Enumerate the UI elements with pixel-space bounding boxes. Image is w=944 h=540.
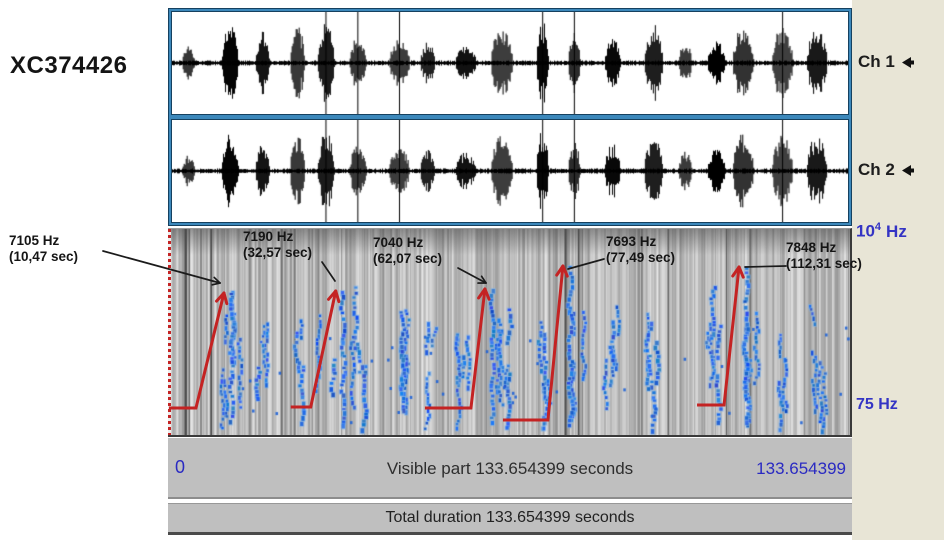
speaker-icon[interactable] <box>901 164 915 177</box>
waveform-ch1-canvas[interactable] <box>172 12 848 114</box>
channel-1-label: Ch 1 <box>858 52 915 72</box>
total-duration-bar: Total duration 133.654399 seconds <box>168 503 852 535</box>
annotation-time: (112,31 sec) <box>786 256 862 271</box>
right-gutter <box>852 0 944 540</box>
annotation-freq: 7040 Hz <box>373 235 424 250</box>
visible-part-scrollbar[interactable]: 0 Visible part 133.654399 seconds 133.65… <box>168 438 852 499</box>
waveform-panel[interactable] <box>168 8 852 226</box>
annotation-label-5: 7848 Hz (112,31 sec) <box>786 240 862 272</box>
annotation-time: (10,47 sec) <box>9 249 79 264</box>
annotation-freq: 7105 Hz <box>9 233 60 248</box>
freq-axis-min-label: 75 Hz <box>856 396 898 413</box>
speaker-icon[interactable] <box>901 56 915 69</box>
visible-end-value: 133.654399 <box>756 459 846 478</box>
channel-1-name: Ch 1 <box>858 52 895 71</box>
annotation-freq: 7693 Hz <box>606 234 657 249</box>
playhead-marker <box>168 229 171 435</box>
visible-start-value: 0 <box>175 457 186 477</box>
annotation-time: (62,07 sec) <box>373 251 443 266</box>
visible-part-label: Visible part 133.654399 seconds <box>386 459 634 478</box>
annotation-time: (77,49 sec) <box>606 250 676 265</box>
total-duration-label: Total duration 133.654399 seconds <box>385 509 635 526</box>
channel-2-label: Ch 2 <box>858 160 915 180</box>
annotation-freq: 7848 Hz <box>786 240 837 255</box>
recording-id-label: XC374426 <box>10 52 128 79</box>
annotation-label-1: 7105 Hz (10,47 sec) <box>9 233 78 265</box>
annotation-label-4: 7693 Hz (77,49 sec) <box>606 234 675 266</box>
waveform-ch2-canvas[interactable] <box>172 120 848 222</box>
annotation-freq: 7190 Hz <box>243 229 294 244</box>
channel-2-name: Ch 2 <box>858 160 895 179</box>
annotation-label-2: 7190 Hz (32,57 sec) <box>243 229 312 261</box>
freq-axis-max-label: 104 Hz <box>856 221 907 241</box>
annotation-time: (32,57 sec) <box>243 245 313 260</box>
annotation-label-3: 7040 Hz (62,07 sec) <box>373 235 442 267</box>
